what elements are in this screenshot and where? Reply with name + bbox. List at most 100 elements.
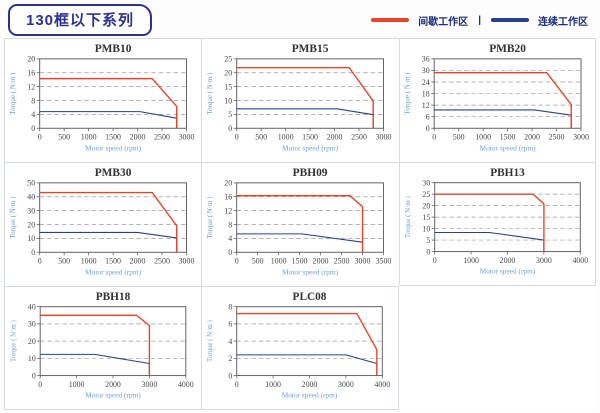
y-axis-label: Torque ( N·m ) [207, 320, 214, 362]
continuous-zone-label: 连续工作区 [538, 16, 588, 28]
x-axis-label: Motor speed (rpm) [282, 144, 339, 153]
x-tick-label: 0 [432, 256, 436, 265]
continuous-zone-line [237, 354, 378, 376]
legend-divider: | [478, 14, 481, 26]
y-tick-label: 5 [229, 110, 233, 119]
y-tick-label: 30 [421, 66, 429, 75]
x-tick-label: 1000 [69, 380, 85, 389]
y-tick-label: 8 [229, 220, 233, 229]
torque-speed-chart: PLC08 0 2 4 6 8 0 1000 2000 3000 4000 Motor speed (… [207, 291, 391, 400]
x-tick-label: 1500 [292, 257, 308, 266]
x-tick-label: 500 [58, 257, 70, 266]
x-tick-label: 2000 [499, 256, 515, 265]
plot-border [236, 182, 385, 253]
intermittent-zone-line [39, 191, 178, 253]
x-axis-label: Motor speed (rpm) [85, 144, 142, 153]
y-tick-label: 8 [229, 302, 233, 311]
chart-card-pbh13: PBH13 0 5 10 15 20 25 30 0 1000 2000 3000 4000 Motor … [398, 162, 596, 286]
x-tick-label: 1500 [499, 133, 515, 142]
x-tick-label: 500 [256, 133, 268, 142]
x-tick-label: 2500 [334, 257, 350, 266]
chart-card-pbh18: PBH18 0 10 20 30 40 0 1000 2000 3000 4000 Motor spe… [4, 286, 202, 410]
y-tick-label: 16 [225, 193, 233, 202]
x-axis-label: Motor speed (rpm) [85, 268, 142, 277]
x-tick-label: 0 [38, 380, 42, 389]
x-tick-label: 2000 [105, 380, 121, 389]
chart-title: PBH09 [293, 167, 328, 179]
y-tick-label: 0 [425, 124, 429, 133]
pbh13-chart: PBH13 0 5 10 15 20 25 30 0 1000 2000 3000 4000 Motor … [400, 163, 595, 285]
intermittent-zone-line [39, 77, 178, 129]
chart-title: PLC08 [293, 291, 327, 303]
x-tick-label: 3000 [573, 133, 589, 142]
y-tick-label: 30 [27, 206, 35, 215]
y-tick-label: 4 [229, 337, 233, 346]
intermittent-zone-line [40, 314, 151, 376]
intermittent-zone-line [237, 194, 364, 253]
y-axis-label: Torque ( N·m ) [206, 197, 214, 239]
intermittent-zone-line [434, 193, 545, 252]
y-axis-label: Torque ( N·m ) [405, 196, 412, 238]
intermittent-zone-line [433, 72, 572, 129]
x-axis-label: Motor speed (rpm) [282, 268, 339, 277]
torque-speed-chart: PBH09 0 4 8 12 16 20 0 500 1000 1500 2000 2500 3000 35… [206, 167, 392, 277]
x-axis-label: Motor speed (rpm) [479, 267, 535, 276]
torque-speed-chart: PMB15 0 5 10 15 20 25 0 500 1000 1500 2000 2500 3000 M… [206, 43, 392, 153]
pbh09-chart: PBH09 0 4 8 12 16 20 0 500 1000 1500 2000 2500 3000 35… [202, 163, 398, 286]
x-axis-label: Motor speed (rpm) [85, 391, 141, 400]
y-tick-label: 0 [32, 371, 36, 380]
pmb20-chart: PMB20 0 6 12 18 24 30 36 0 500 1000 1500 2000 2500 300… [400, 39, 595, 162]
x-tick-label: 3000 [338, 380, 354, 389]
chart-card-pmb20: PMB20 0 6 12 18 24 30 36 0 500 1000 1500 2000 2500 300… [398, 38, 596, 162]
x-tick-label: 1000 [81, 257, 97, 266]
chart-legend: 间歇工作区 | 连续工作区 [371, 13, 588, 28]
x-tick-label: 2500 [154, 133, 170, 142]
x-tick-label: 2000 [130, 257, 146, 266]
y-tick-label: 0 [229, 248, 233, 257]
y-tick-label: 18 [421, 89, 429, 98]
y-tick-label: 40 [27, 193, 35, 202]
x-tick-label: 1000 [475, 133, 491, 142]
chart-title: PMB10 [95, 43, 132, 55]
x-tick-label: 3000 [179, 133, 195, 142]
x-tick-label: 1000 [278, 133, 294, 142]
continuous-zone-line [433, 109, 572, 129]
continuous-zone-line [237, 233, 364, 253]
x-tick-label: 0 [432, 133, 436, 142]
y-tick-label: 10 [28, 354, 36, 363]
plot-border [236, 58, 385, 129]
plot-border [433, 182, 581, 253]
x-tick-label: 2000 [313, 257, 329, 266]
y-tick-label: 30 [28, 320, 36, 329]
x-tick-label: 0 [235, 133, 239, 142]
x-tick-label: 2000 [302, 380, 318, 389]
continuous-zone-line [237, 108, 375, 129]
x-tick-label: 1500 [105, 257, 121, 266]
x-tick-label: 2000 [327, 133, 343, 142]
x-tick-label: 4000 [375, 380, 391, 389]
y-tick-label: 0 [31, 248, 35, 257]
y-tick-label: 25 [422, 190, 430, 199]
intermittent-zone-line [237, 312, 378, 376]
pmb10-chart: PMB10 0 4 8 12 16 20 0 500 1000 1500 2000 2500 3000 Mo… [5, 39, 201, 162]
x-tick-label: 500 [452, 133, 464, 142]
x-tick-label: 3000 [142, 380, 158, 389]
plot-border [39, 182, 187, 253]
chart-grid: PMB10 0 4 8 12 16 20 0 500 1000 1500 2000 2500 3000 Mo… [4, 38, 596, 410]
y-tick-label: 24 [421, 78, 429, 87]
x-tick-label: 0 [38, 133, 42, 142]
x-tick-label: 1000 [463, 256, 479, 265]
y-tick-label: 20 [225, 69, 233, 78]
y-tick-label: 12 [225, 206, 233, 215]
y-tick-label: 10 [225, 96, 233, 105]
y-tick-label: 20 [422, 201, 430, 210]
x-tick-label: 500 [58, 133, 70, 142]
intermittent-zone-swatch [371, 18, 410, 22]
x-tick-label: 2500 [154, 257, 170, 266]
y-tick-label: 12 [27, 82, 35, 91]
y-tick-label: 15 [422, 213, 430, 222]
continuous-zone-line [40, 353, 150, 376]
empty-cell [398, 286, 596, 410]
